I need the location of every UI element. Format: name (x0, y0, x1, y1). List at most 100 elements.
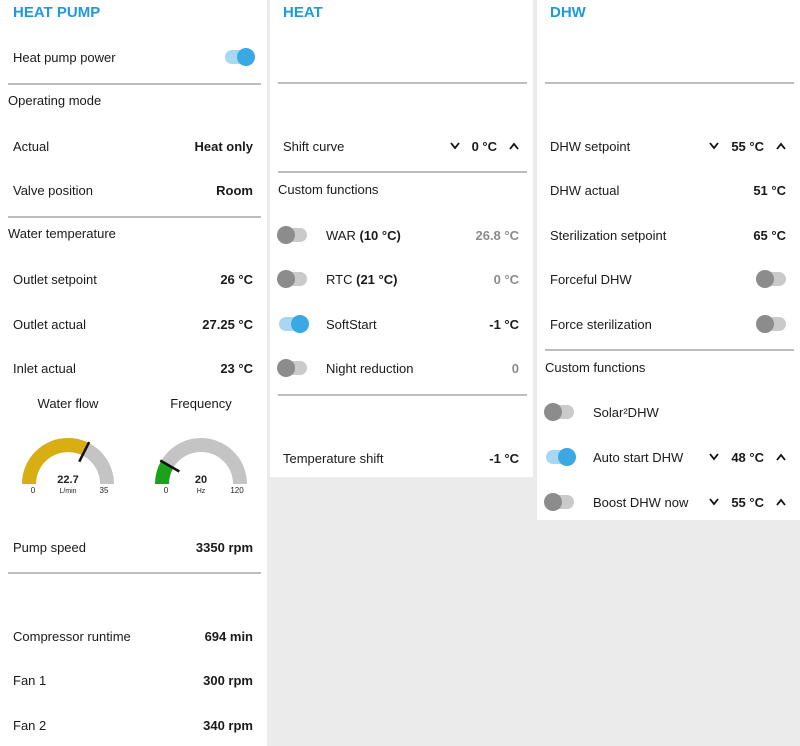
chevron (709, 453, 720, 461)
gauge-max: 120 (230, 486, 244, 495)
setting-label: Auto start DHW (593, 450, 709, 465)
label-text: Compressor runtime (13, 628, 131, 644)
setting-row: Forceful DHW (550, 267, 786, 291)
setting-value: -1 °C (489, 316, 519, 332)
toggle[interactable] (277, 270, 307, 288)
panel: HEAT Shift curve 0 °C Custom functions WAR (… (270, 0, 533, 477)
value-group: 694 min (205, 629, 253, 644)
toggle-knob (277, 226, 295, 244)
gauge-unit: Hz (197, 488, 206, 495)
increase-button[interactable] (509, 142, 519, 150)
value-group: 27.25 °C (202, 317, 253, 332)
value-group: 0 °C (449, 138, 519, 154)
value-group: Room (216, 183, 253, 198)
toggle[interactable] (756, 270, 786, 288)
chevron (776, 142, 786, 150)
setting-label: Sterilization setpoint (550, 228, 753, 243)
setting-value: Heat only (194, 138, 253, 154)
setting-label: Solar²DHW (593, 405, 786, 420)
label-text: Outlet setpoint (13, 271, 97, 287)
label-text: Forceful DHW (550, 271, 632, 287)
toggle[interactable] (277, 226, 307, 244)
setting-row: Night reduction 0 (277, 356, 519, 380)
increase-button[interactable] (776, 142, 786, 150)
label-text: WAR (326, 227, 356, 243)
decrease-button[interactable] (709, 498, 720, 506)
value-group (756, 315, 786, 333)
decrease-button[interactable] (709, 142, 720, 150)
value-group (225, 48, 255, 66)
value-group: 55 °C (709, 139, 786, 154)
value-group: 51 °C (753, 183, 786, 198)
setting-label: Fan 1 (13, 673, 203, 688)
setting-label: Inlet actual (13, 361, 220, 376)
separator (545, 82, 794, 84)
label-text: Force sterilization (550, 316, 652, 332)
gauge-needle (78, 441, 91, 463)
setting-value: 23 °C (220, 360, 253, 376)
increase-button[interactable] (776, 453, 786, 461)
toggle[interactable] (277, 359, 307, 377)
setting-label: Boost DHW now (593, 495, 709, 510)
setting-row: Operating mode (8, 88, 259, 112)
setting-row: Compressor runtime 694 min (13, 624, 253, 648)
value-group: -1 °C (489, 317, 519, 332)
toggle[interactable] (546, 448, 576, 466)
setting-row: Fan 1 300 rpm (13, 668, 253, 692)
toggle[interactable] (544, 493, 574, 511)
gauge-label: Frequency (170, 396, 232, 411)
separator (8, 216, 261, 218)
setting-row: Temperature shift -1 °C (283, 446, 519, 470)
setting-row: Outlet setpoint 26 °C (13, 267, 253, 291)
setting-row: RTC (21 °C) 0 °C (277, 267, 519, 291)
label-text: Outlet actual (13, 316, 86, 332)
toggle[interactable] (279, 315, 309, 333)
toggle[interactable] (756, 315, 786, 333)
gauge-needle (159, 459, 180, 473)
toggle-knob (544, 493, 562, 511)
label-text: Auto start DHW (593, 449, 684, 465)
setting-row: Pump speed 3350 rpm (13, 535, 253, 559)
decrease-button[interactable] (449, 142, 460, 150)
label-detail: (10 °C) (359, 227, 401, 243)
value-group: 48 °C (709, 450, 786, 465)
section-heading: Custom functions (278, 181, 379, 197)
chevron (709, 498, 720, 506)
setting-row: Fan 2 340 rpm (13, 713, 253, 737)
decrease-button[interactable] (709, 453, 720, 461)
increase-button[interactable] (776, 498, 786, 506)
label-text: Pump speed (13, 539, 86, 555)
toggle[interactable] (225, 48, 255, 66)
value-group: 300 rpm (203, 673, 253, 688)
setting-value: 65 °C (753, 227, 786, 243)
label-text: Fan 1 (13, 672, 47, 688)
setting-value: 0 °C (471, 138, 497, 154)
toggle[interactable] (544, 403, 574, 421)
setting-label: DHW setpoint (550, 139, 709, 154)
value-group: 55 °C (709, 495, 786, 510)
chevron (509, 142, 519, 150)
toggle-knob (277, 359, 295, 377)
setting-value: 0 (511, 360, 519, 376)
value-group: 26.8 °C (475, 228, 519, 243)
separator (278, 82, 527, 84)
setting-label: Outlet setpoint (13, 272, 220, 287)
setting-value: 340 rpm (203, 717, 253, 733)
setting-label: SoftStart (326, 317, 489, 332)
value-group: 0 °C (494, 272, 519, 287)
setting-row: DHW setpoint 55 °C (550, 134, 786, 158)
setting-label: WAR (10 °C) (326, 228, 475, 243)
setting-row: WAR (10 °C) 26.8 °C (277, 223, 519, 247)
setting-row: Outlet actual 27.25 °C (13, 312, 253, 336)
setting-label: Force sterilization (550, 317, 758, 332)
value-group: 0 (512, 361, 519, 376)
setting-value: 51 °C (753, 182, 786, 198)
label-text: RTC (326, 271, 353, 287)
setting-row: Boost DHW now 55 °C (544, 490, 786, 514)
setting-row: Actual Heat only (13, 134, 253, 158)
setting-value: 694 min (204, 628, 253, 644)
label-text: DHW setpoint (550, 138, 631, 154)
separator (8, 83, 261, 85)
label-text: Temperature shift (283, 450, 384, 466)
setting-value: 3350 rpm (195, 539, 253, 555)
